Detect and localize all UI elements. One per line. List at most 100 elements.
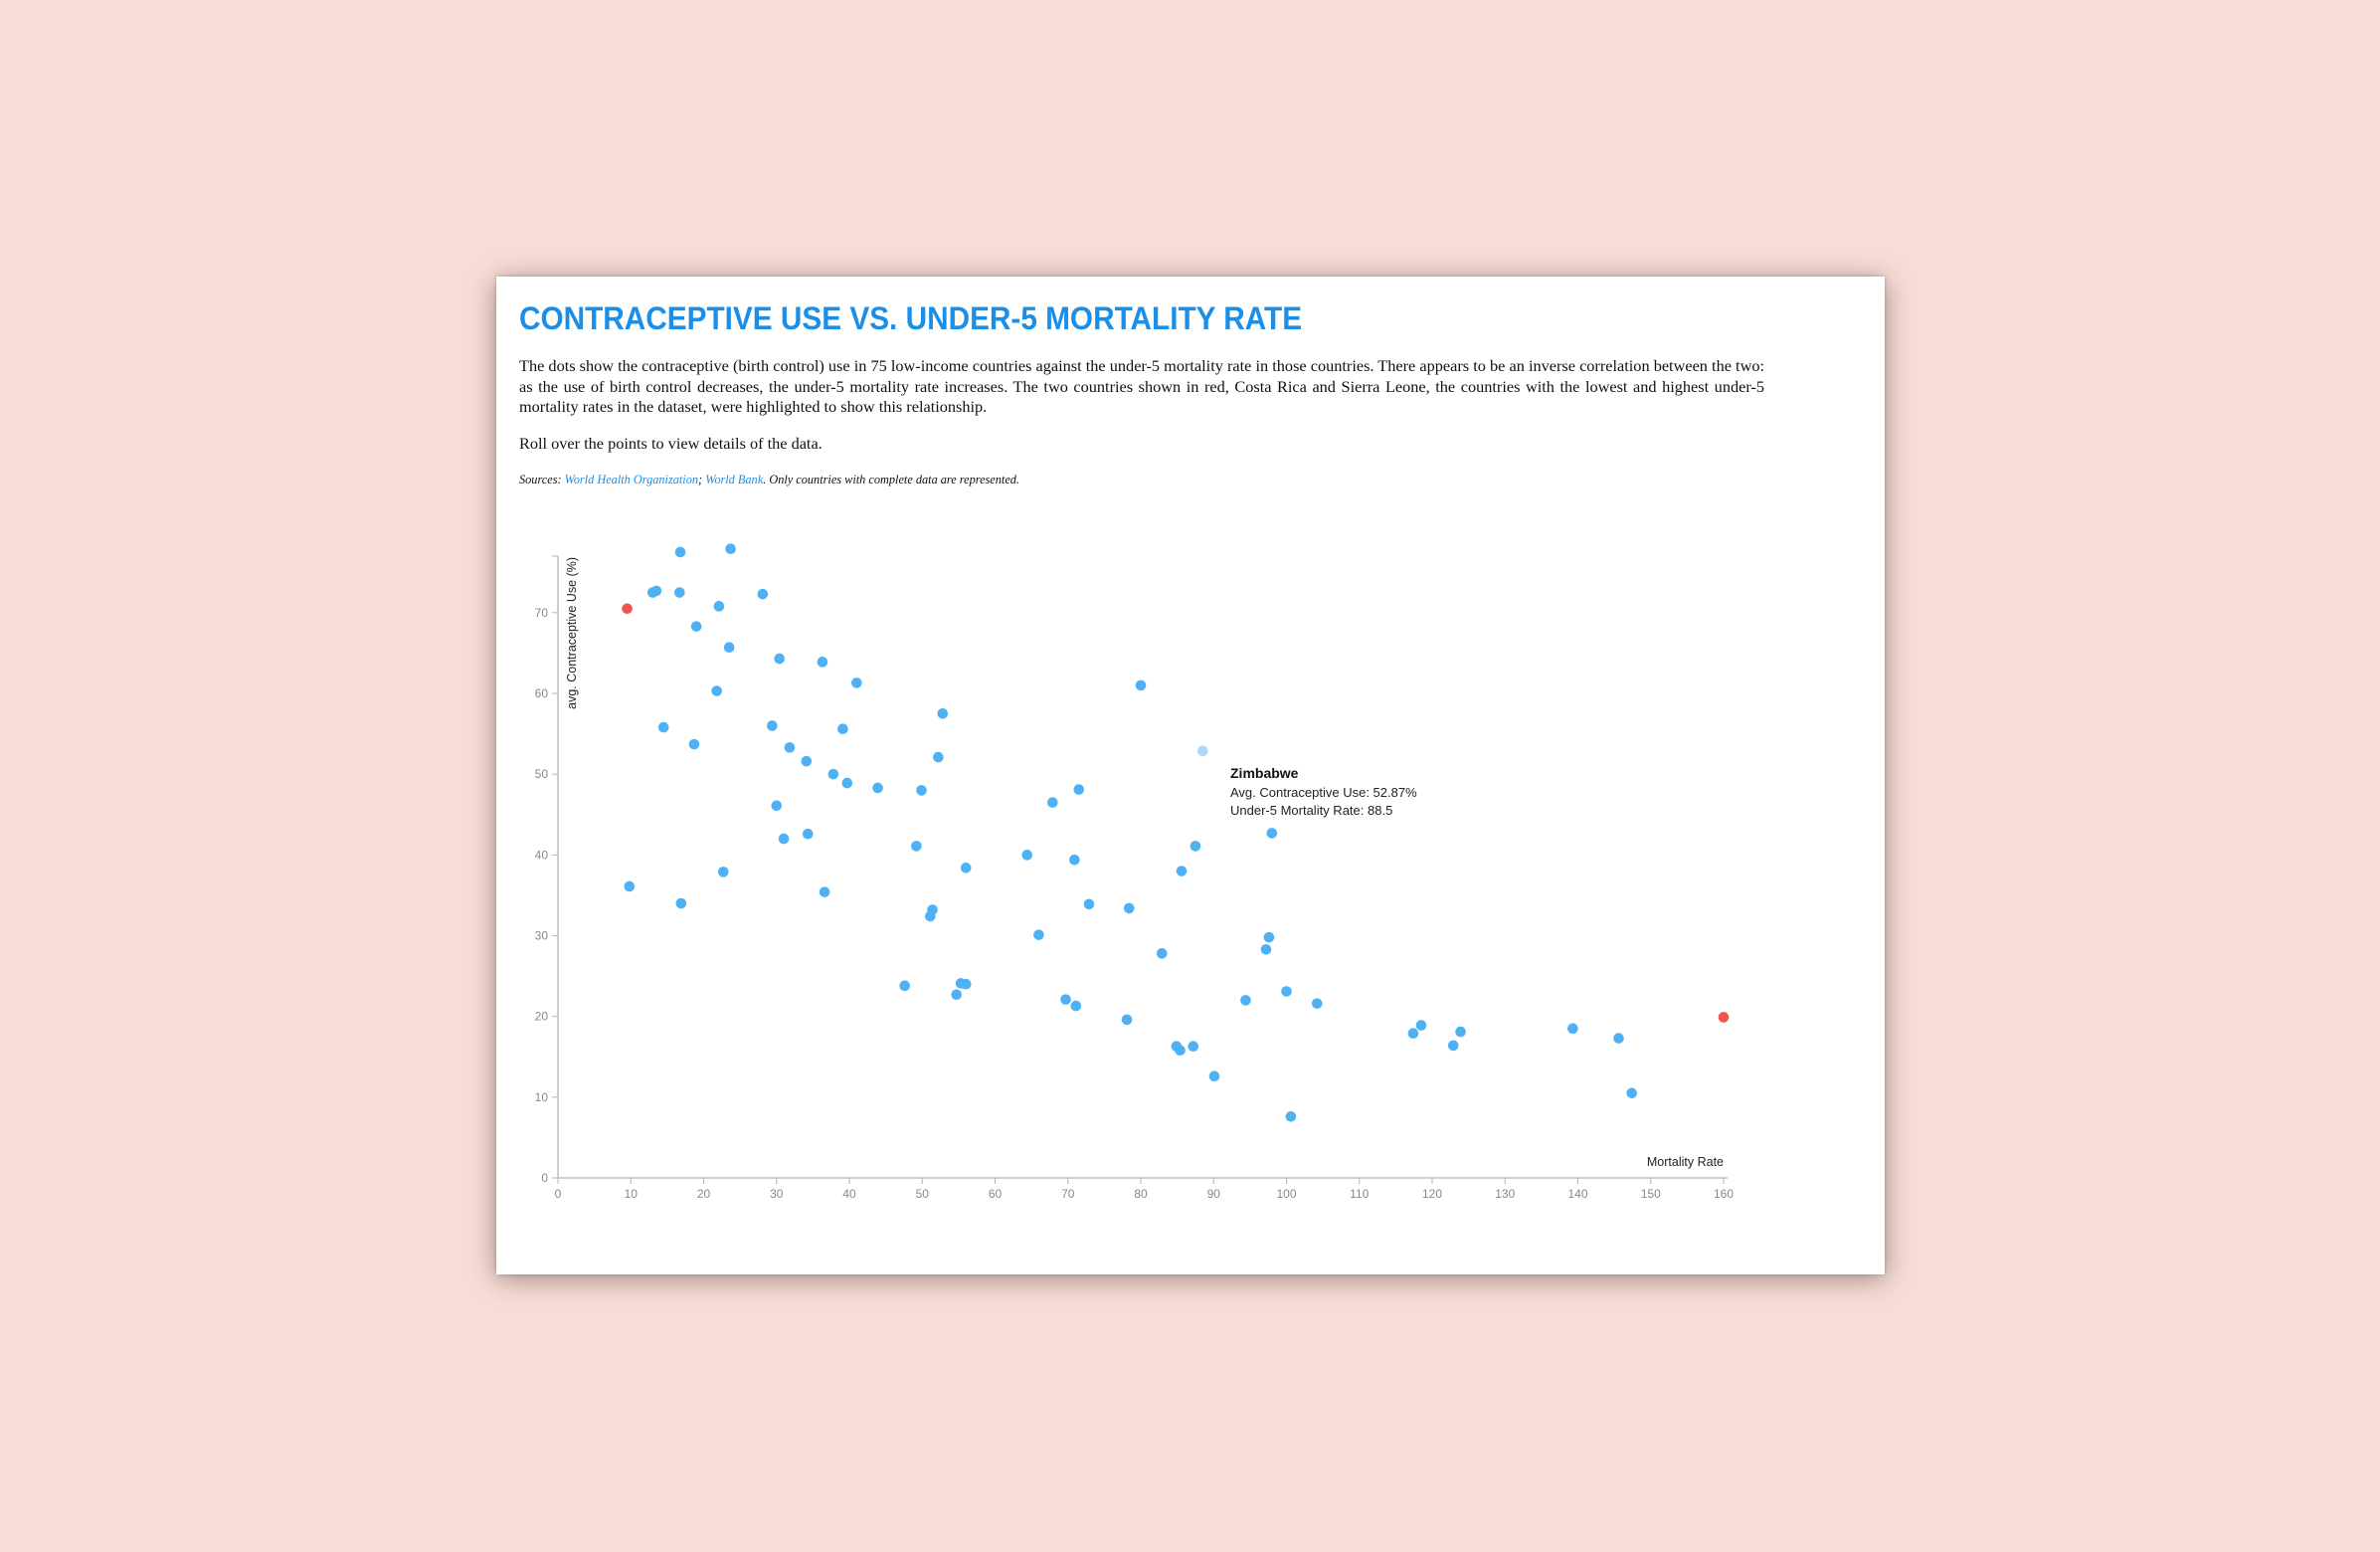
data-point[interactable]: [723, 642, 735, 654]
scatter-plot: 0 10 20 30 40 50 60 70 80 90 100 110 120 130 140 150 160…: [535, 543, 1734, 1201]
x-tick-label: 50: [916, 1187, 930, 1201]
data-point[interactable]: [1156, 948, 1168, 959]
data-point[interactable]: [911, 841, 922, 852]
data-point[interactable]: [1260, 943, 1272, 955]
data-point[interactable]: [1567, 1023, 1578, 1035]
data-point[interactable]: [1069, 854, 1080, 866]
sources-prefix: Sources:: [519, 473, 565, 486]
data-point[interactable]: [1060, 994, 1071, 1005]
data-point[interactable]: [1175, 1045, 1186, 1057]
data-point[interactable]: [1070, 1000, 1082, 1012]
data-point[interactable]: [674, 587, 685, 598]
data-point[interactable]: [675, 897, 687, 909]
highlighted-point[interactable]: [1718, 1012, 1730, 1023]
y-tick-label: 30: [535, 928, 549, 942]
data-point[interactable]: [851, 678, 862, 688]
data-point[interactable]: [960, 863, 972, 873]
data-point[interactable]: [1455, 1026, 1466, 1038]
data-point[interactable]: [802, 828, 814, 840]
hovered-point[interactable]: [1196, 745, 1208, 757]
data-point[interactable]: [925, 910, 936, 922]
data-point[interactable]: [1285, 1111, 1297, 1122]
x-tick-label: 90: [1207, 1187, 1221, 1201]
data-point[interactable]: [1121, 1014, 1133, 1026]
data-point[interactable]: [1021, 850, 1033, 861]
data-point[interactable]: [827, 768, 839, 780]
page-title: CONTRACEPTIVE USE VS. UNDER-5 MORTALITY …: [519, 300, 1303, 336]
data-point[interactable]: [951, 989, 962, 1001]
data-point[interactable]: [937, 707, 949, 719]
data-point[interactable]: [1176, 866, 1188, 876]
data-point[interactable]: [774, 653, 785, 665]
data-point[interactable]: [837, 723, 848, 735]
data-point[interactable]: [713, 601, 725, 612]
x-ticks: 0 10 20 30 40 50 60 70 80 90 100 110 120 130 140 150 160: [555, 1178, 1734, 1201]
world-bank-link[interactable]: World Bank: [705, 473, 764, 486]
data-point[interactable]: [657, 721, 669, 733]
x-tick-label: 110: [1350, 1187, 1369, 1201]
sources-suffix: . Only countries with complete data are …: [763, 473, 1020, 486]
data-point[interactable]: [899, 980, 910, 992]
data-point[interactable]: [872, 782, 883, 794]
data-point[interactable]: [933, 751, 944, 763]
data-point[interactable]: [1281, 986, 1292, 997]
data-point[interactable]: [688, 738, 700, 750]
data-point[interactable]: [916, 785, 927, 796]
data-point[interactable]: [674, 546, 686, 558]
data-point[interactable]: [624, 880, 636, 892]
x-tick-label: 20: [697, 1187, 711, 1201]
data-point[interactable]: [1626, 1087, 1638, 1099]
y-tick-label: 10: [535, 1090, 549, 1104]
data-point[interactable]: [757, 588, 769, 600]
x-axis-title: Mortality Rate: [1647, 1155, 1724, 1169]
data-point[interactable]: [1135, 679, 1147, 691]
data-point[interactable]: [819, 886, 830, 897]
y-tick-label: 60: [535, 686, 549, 700]
data-point[interactable]: [1033, 929, 1044, 940]
x-tick-label: 100: [1276, 1187, 1296, 1201]
data-point[interactable]: [1447, 1040, 1459, 1052]
data-point[interactable]: [1415, 1020, 1427, 1031]
data-point[interactable]: [1613, 1033, 1624, 1044]
x-tick-label: 120: [1422, 1187, 1442, 1201]
data-point[interactable]: [1266, 828, 1278, 839]
data-point[interactable]: [784, 742, 796, 753]
x-tick-label: 0: [555, 1187, 562, 1201]
data-point[interactable]: [1240, 995, 1251, 1006]
data-point[interactable]: [1311, 998, 1323, 1009]
y-tick-label: 20: [535, 1010, 549, 1024]
sources-note: Sources: World Health Organization; Worl…: [519, 473, 1019, 487]
data-point[interactable]: [1083, 898, 1095, 910]
data-point[interactable]: [717, 867, 729, 877]
data-point[interactable]: [778, 833, 790, 845]
highlighted-point[interactable]: [622, 603, 633, 615]
data-point[interactable]: [725, 543, 736, 554]
x-tick-label: 30: [770, 1187, 784, 1201]
data-point[interactable]: [1190, 841, 1201, 852]
data-point[interactable]: [1123, 902, 1135, 914]
axes: [557, 556, 1728, 1179]
data-point[interactable]: [767, 720, 778, 731]
data-point[interactable]: [817, 657, 828, 668]
data-point[interactable]: [1407, 1028, 1419, 1040]
x-tick-label: 130: [1495, 1187, 1515, 1201]
data-point[interactable]: [960, 978, 972, 990]
tooltip-country: Zimbabwe: [1230, 765, 1299, 781]
data-point[interactable]: [1263, 931, 1275, 943]
data-point[interactable]: [1188, 1041, 1199, 1052]
who-link[interactable]: World Health Organization: [564, 473, 699, 486]
data-point[interactable]: [711, 685, 722, 696]
x-tick-label: 80: [1134, 1187, 1148, 1201]
data-point[interactable]: [1073, 784, 1085, 795]
chart-card: CONTRACEPTIVE USE VS. UNDER-5 MORTALITY …: [496, 277, 1885, 1274]
x-tick-label: 40: [842, 1187, 856, 1201]
data-point[interactable]: [650, 585, 662, 597]
data-point[interactable]: [771, 800, 783, 812]
data-point[interactable]: [690, 621, 702, 632]
y-ticks: 0 10 20 30 40 50 60 70: [535, 555, 558, 1185]
data-point[interactable]: [1208, 1070, 1220, 1082]
data-point[interactable]: [801, 755, 813, 767]
data-point[interactable]: [1047, 797, 1058, 808]
x-tick-label: 150: [1641, 1187, 1661, 1201]
data-point[interactable]: [841, 777, 853, 789]
